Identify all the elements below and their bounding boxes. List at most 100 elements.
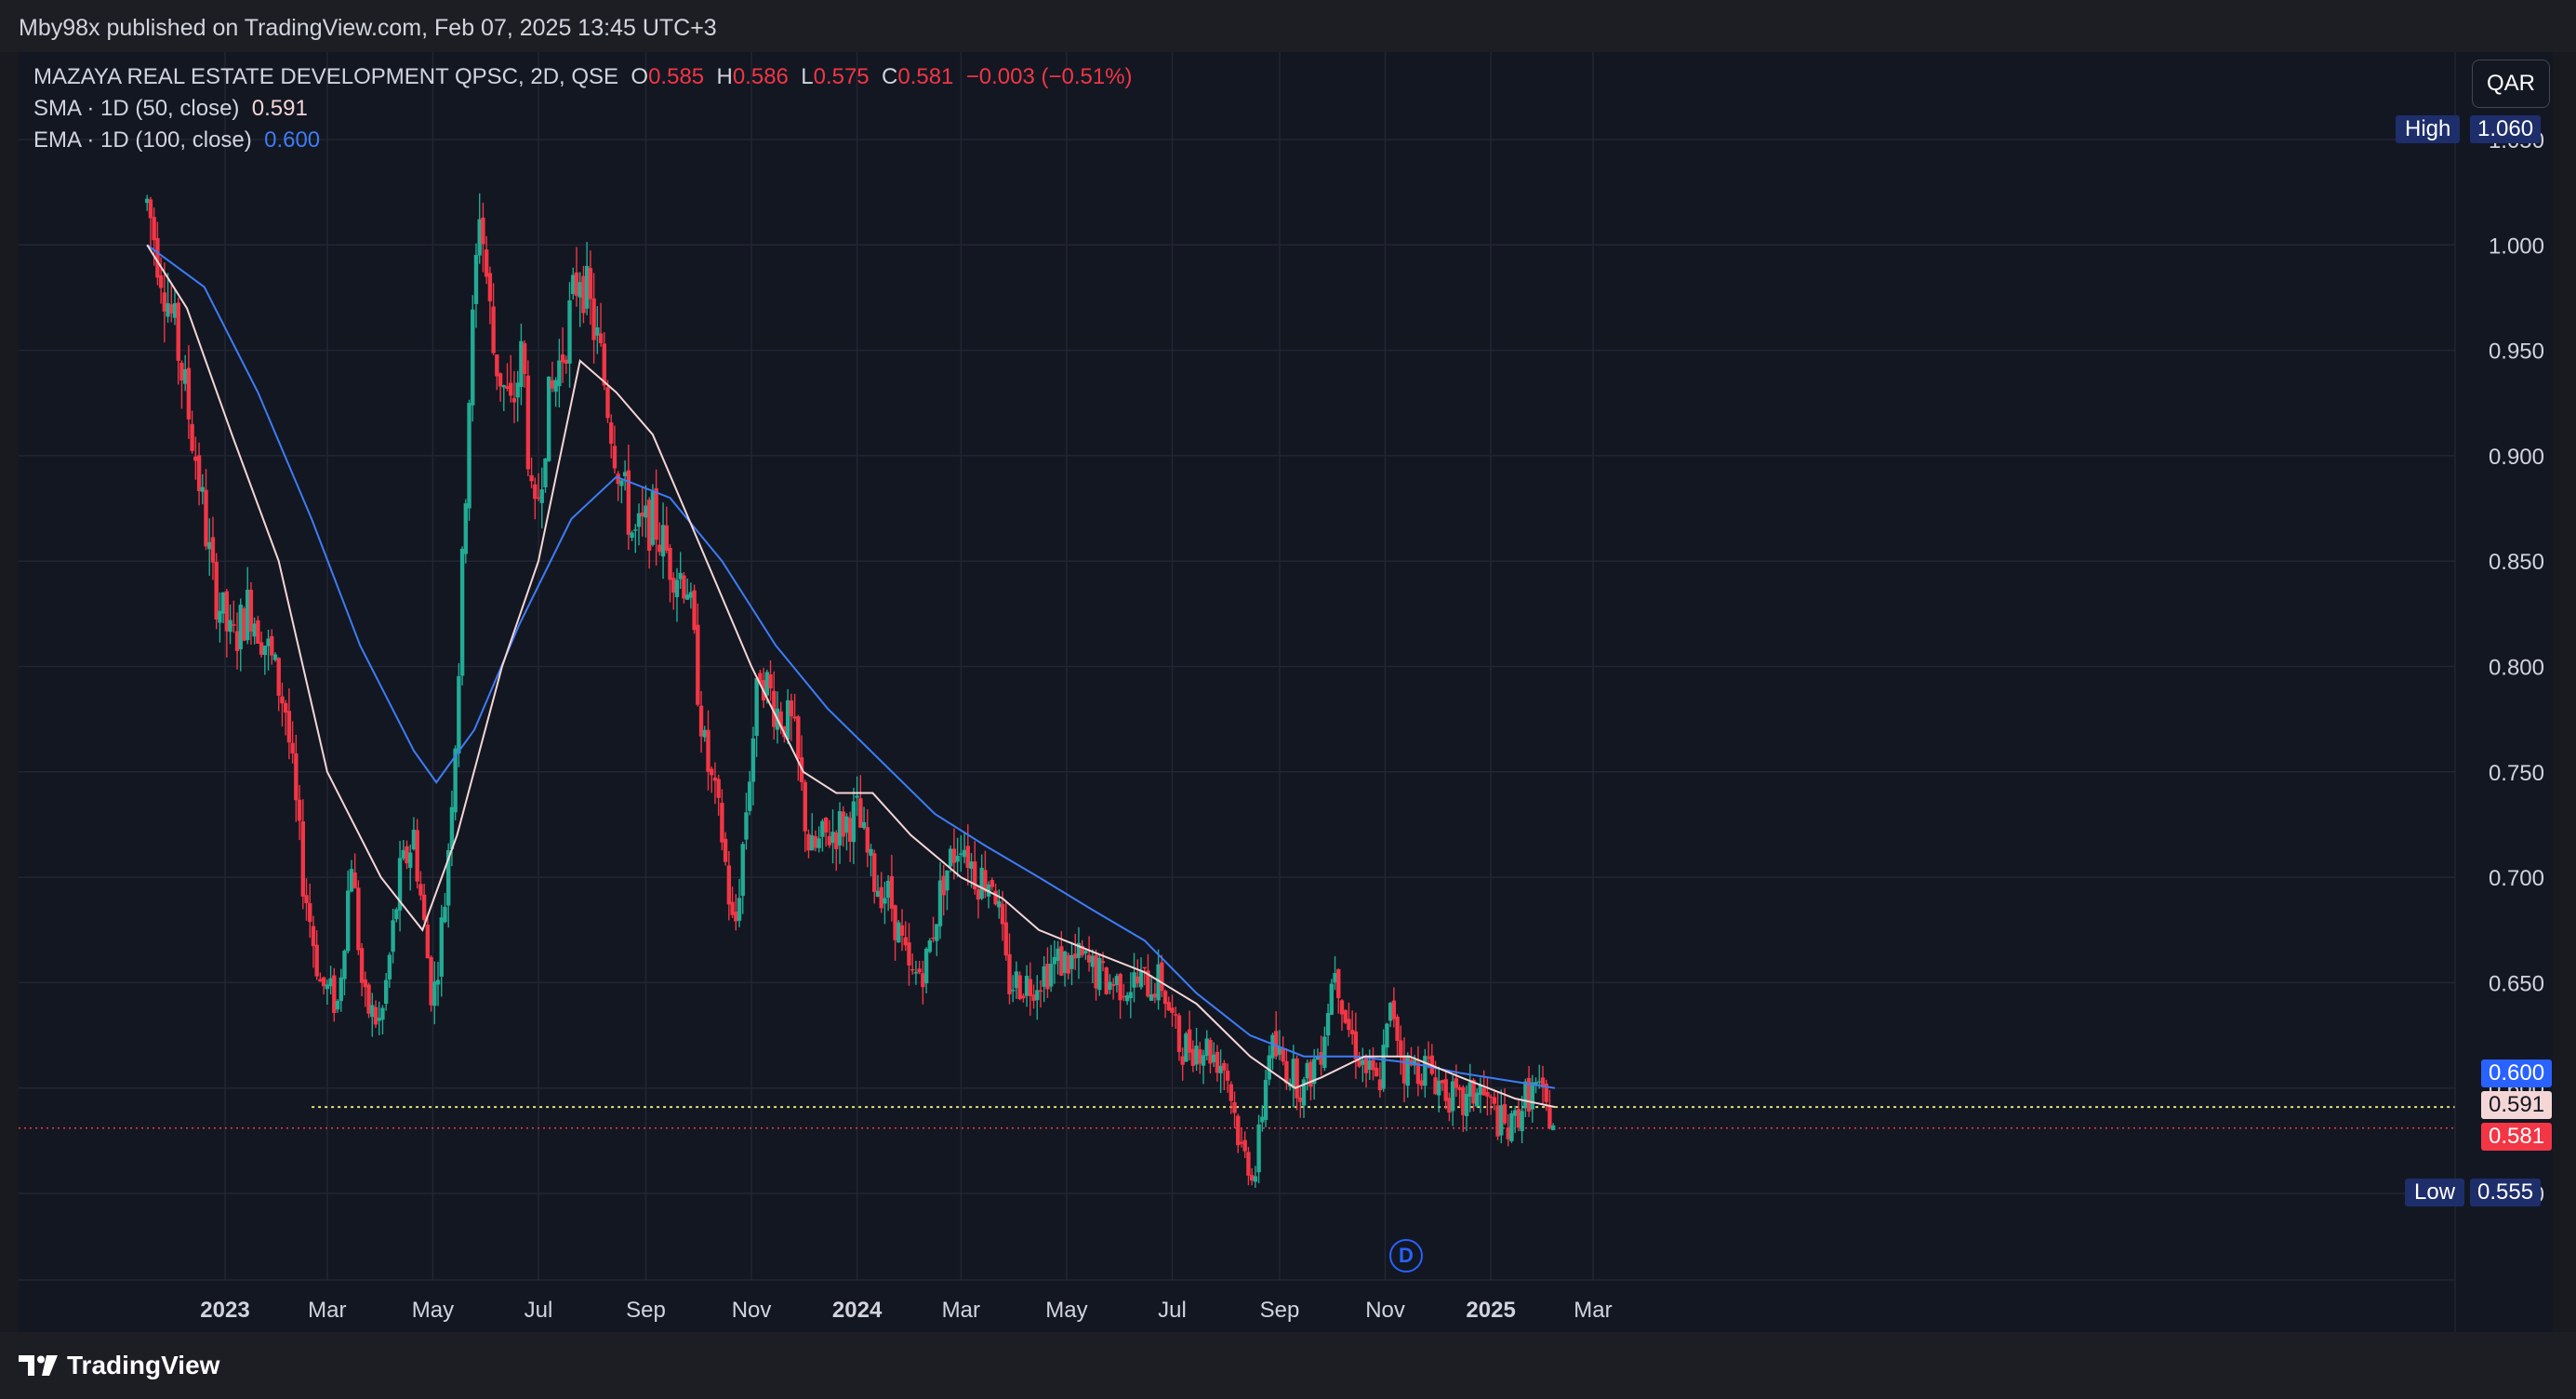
candle-body: [311, 926, 316, 947]
candle-body: [1550, 1125, 1556, 1130]
candle-body: [1349, 1030, 1355, 1034]
candle-body: [210, 537, 216, 563]
candle-body: [1547, 1105, 1552, 1129]
candle-body: [712, 777, 718, 781]
candle-body: [674, 580, 680, 597]
candle-body: [1433, 1077, 1438, 1095]
candle-body: [1267, 1055, 1271, 1080]
candle-body: [723, 838, 728, 862]
candle-body: [965, 846, 970, 868]
ema-100-line: [146, 244, 1556, 1089]
candle-body: [498, 373, 503, 387]
candle-body: [553, 380, 558, 393]
candle-body: [1042, 966, 1046, 987]
candle-body: [640, 512, 644, 517]
x-tick-label: Mar: [308, 1298, 346, 1323]
x-tick-label: Nov: [1365, 1298, 1405, 1323]
candle-body: [1509, 1113, 1514, 1141]
candle-body: [1149, 993, 1154, 1001]
dividend-marker[interactable]: D: [1389, 1239, 1423, 1272]
y-tick-label: 0.800: [2489, 656, 2544, 681]
candle-body: [463, 503, 469, 554]
candle-body: [415, 830, 419, 882]
candle-body: [830, 832, 835, 844]
candle-body: [865, 827, 870, 853]
candle-body: [1225, 1071, 1230, 1081]
candle-body: [1526, 1077, 1532, 1112]
candle-body: [228, 620, 232, 633]
sma-row[interactable]: SMA · 1D (50, close) 0.591: [33, 93, 1133, 125]
candle-body: [445, 849, 451, 906]
candle-body: [1003, 922, 1008, 956]
candle-body: [383, 979, 389, 1005]
candle-body: [550, 380, 555, 389]
candle-body: [196, 455, 202, 491]
candle-body: [1540, 1077, 1546, 1087]
candle-body: [332, 975, 337, 1013]
high-label: H: [716, 64, 733, 89]
candle-body: [1180, 1056, 1185, 1065]
low-tag-value: 0.555: [2470, 1179, 2542, 1206]
candle-body: [778, 711, 783, 728]
x-tick-label: Sep: [1260, 1298, 1300, 1323]
candle-body: [1014, 971, 1019, 989]
candle-body: [983, 870, 988, 892]
candle-body: [1198, 1049, 1202, 1064]
candle-body: [473, 255, 479, 304]
candle-body: [750, 738, 756, 782]
candle-body: [1301, 1079, 1307, 1106]
candle-body: [1371, 1059, 1375, 1071]
candle-body: [346, 890, 351, 952]
candle-body: [1512, 1110, 1518, 1116]
candle-body: [584, 265, 590, 309]
sma-50-line: [146, 244, 1556, 1109]
candle-body: [941, 875, 946, 896]
candle-body: [1017, 975, 1022, 1000]
candle-body: [1388, 1003, 1393, 1021]
candle-body: [186, 367, 192, 420]
candle-body: [1415, 1062, 1421, 1085]
candle-body: [844, 816, 849, 833]
candle-body: [997, 900, 1002, 908]
price-chart[interactable]: 0.5500.6000.6500.7000.7500.8000.8500.900…: [19, 52, 2553, 1332]
candle-body: [421, 894, 427, 921]
x-tick-label: Nov: [732, 1298, 772, 1323]
tradingview-brand[interactable]: TradingView: [19, 1351, 219, 1380]
x-tick-label: 2023: [200, 1298, 249, 1323]
candle-body: [1249, 1175, 1255, 1181]
candle-body: [684, 594, 690, 600]
candle-body: [720, 802, 724, 843]
candle-body: [837, 811, 843, 846]
close-label: C: [882, 64, 898, 89]
candle-body: [702, 729, 707, 738]
ema-row[interactable]: EMA · 1D (100, close) 0.600: [33, 125, 1133, 156]
candle-body: [1443, 1079, 1448, 1101]
brand-label: TradingView: [67, 1351, 220, 1379]
candle-body: [242, 608, 246, 641]
candle-body: [889, 875, 895, 909]
candle-body: [148, 199, 153, 219]
low-label: L: [801, 64, 814, 89]
candle-body: [1485, 1091, 1490, 1097]
candle-body: [913, 972, 919, 974]
candle-body: [280, 696, 285, 704]
candle-body: [893, 905, 897, 940]
candle-body: [654, 487, 658, 540]
candle-body: [827, 835, 832, 846]
candle-body: [1467, 1082, 1472, 1097]
candle-body: [951, 848, 957, 863]
candle-body: [1401, 1055, 1407, 1084]
candle-body: [858, 798, 863, 828]
candle-body: [1128, 992, 1134, 998]
chart-pane[interactable]: 0.5500.6000.6500.7000.7500.8000.8500.900…: [19, 52, 2553, 1332]
candle-body: [1038, 990, 1043, 993]
symbol-title[interactable]: MAZAYA REAL ESTATE DEVELOPMENT QPSC, 2D,…: [33, 64, 619, 89]
candle-body: [1246, 1152, 1251, 1176]
candle-body: [1031, 994, 1036, 1001]
candle-body: [923, 948, 929, 984]
candle-body: [283, 702, 288, 713]
candle-body: [335, 1001, 340, 1010]
candle-body: [1478, 1085, 1483, 1096]
candle-body: [917, 968, 922, 973]
currency-button[interactable]: QAR: [2472, 60, 2550, 108]
